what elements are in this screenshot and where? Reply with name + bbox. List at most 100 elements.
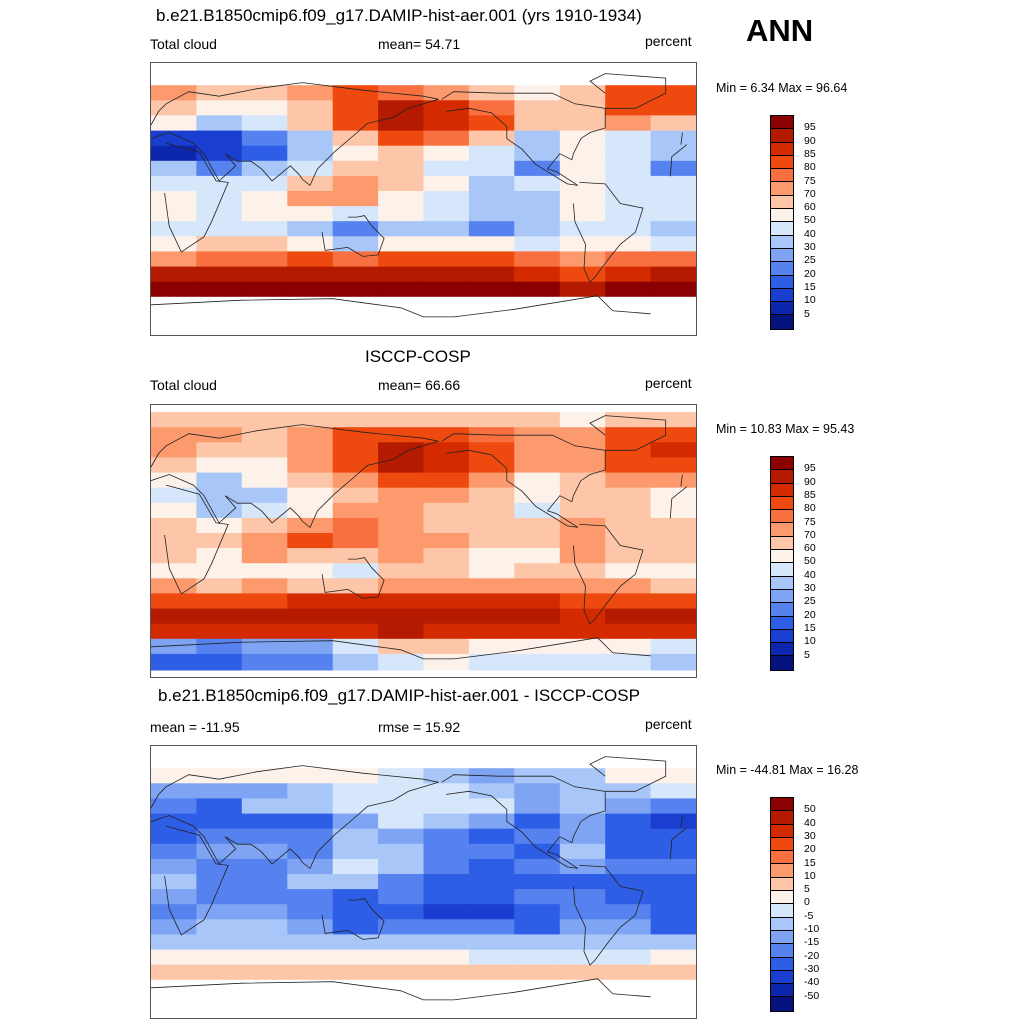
grid-cell: [514, 783, 561, 800]
grid-cell: [378, 251, 425, 268]
grid-cell: [650, 502, 696, 520]
colorbar-tick-label: 85: [804, 147, 816, 160]
panel1-mean-label: mean= 54.71: [378, 36, 461, 52]
panel2-variable-label: Total cloud: [150, 377, 217, 393]
grid-cell: [151, 623, 197, 641]
grid-cell: [241, 949, 288, 967]
colorbar-tick-label: 75: [804, 515, 816, 528]
grid-cell: [514, 828, 561, 846]
grid-cell: [423, 191, 470, 208]
grid-cell: [423, 296, 470, 314]
grid-cell: [196, 472, 243, 490]
grid-cell: [650, 160, 696, 178]
grid-cell: [241, 994, 288, 1012]
grid-cell: [332, 904, 379, 921]
grid-cell: [241, 115, 288, 132]
grid-cell: [650, 934, 696, 951]
grid-cell: [378, 813, 425, 831]
coastline-australia: [321, 215, 385, 257]
grid-cell: [423, 442, 470, 459]
grid-cell: [423, 949, 470, 967]
grid-cell: [650, 427, 696, 444]
grid-cell: [423, 608, 470, 626]
grid-cell: [605, 281, 652, 299]
grid-cell: [650, 191, 696, 208]
grid-cell: [559, 828, 606, 846]
colorbar-cell: [771, 616, 793, 630]
grid-cell: [196, 85, 243, 102]
grid-cell: [559, 919, 606, 936]
grid-cell: [514, 191, 561, 208]
grid-cell: [605, 843, 652, 861]
coastline-australia: [321, 557, 385, 599]
grid-cell: [559, 145, 606, 163]
grid-cell: [332, 160, 379, 178]
grid-cell: [196, 934, 243, 951]
grid-cell: [514, 266, 561, 284]
grid-cell: [196, 889, 243, 906]
grid-cell: [514, 813, 561, 831]
grid-cell: [514, 934, 561, 951]
grid-cell: [332, 457, 379, 474]
grid-cell: [605, 593, 652, 610]
grid-cell: [559, 874, 606, 891]
grid-cell: [605, 251, 652, 268]
colorbar-cell: [771, 589, 793, 604]
panel3-map-canvas: [151, 753, 696, 1012]
grid-cell: [241, 904, 288, 921]
grid-cell: [650, 442, 696, 459]
grid-cell: [151, 563, 197, 580]
grid-cell: [241, 442, 288, 459]
grid-cell: [196, 768, 243, 785]
colorbar-tick-label: 40: [804, 568, 816, 581]
grid-cell: [332, 502, 379, 520]
coastline-africa: [669, 144, 688, 177]
grid-cell: [287, 487, 334, 505]
grid-cell: [559, 768, 606, 785]
grid-cell: [514, 874, 561, 891]
colorbar-tick-label: 50: [804, 214, 816, 227]
colorbar-cell: [771, 877, 793, 892]
grid-cell: [605, 753, 652, 770]
grid-cell: [332, 487, 379, 505]
colorbar-tick-label: 15: [804, 280, 816, 293]
colorbar-cell: [771, 563, 793, 577]
grid-cell: [151, 442, 197, 459]
panel2-map: [150, 404, 697, 678]
grid-cell: [468, 753, 515, 770]
colorbar-cell: [771, 957, 793, 971]
grid-cell: [196, 502, 243, 520]
grid-cell: [332, 548, 379, 565]
grid-cell: [559, 578, 606, 595]
grid-cell: [605, 563, 652, 580]
grid-cell: [468, 994, 515, 1012]
colorbar-tick-label: 25: [804, 595, 816, 608]
grid-cell: [514, 100, 561, 117]
grid-cell: [196, 904, 243, 921]
colorbar-tick-label: 60: [804, 542, 816, 555]
grid-cell: [196, 130, 243, 148]
grid-cell: [151, 472, 197, 490]
grid-cell: [650, 653, 696, 671]
grid-cell: [559, 206, 606, 223]
grid-cell: [468, 949, 515, 967]
panel3-units-label: percent: [645, 716, 692, 732]
grid-cell: [468, 653, 515, 671]
grid-cell: [332, 979, 379, 997]
grid-cell: [151, 175, 197, 193]
grid-cell: [151, 578, 197, 595]
colorbar-cell: [771, 904, 793, 918]
grid-cell: [151, 221, 197, 238]
grid-cell: [287, 281, 334, 299]
grid-cell: [287, 608, 334, 626]
panel3-map: [150, 745, 697, 1019]
colorbar-cell: [771, 248, 793, 263]
colorbar-tick-label: 0: [804, 896, 810, 909]
grid-cell: [196, 175, 243, 193]
grid-cell: [332, 889, 379, 906]
coastline-eurasia: [151, 82, 439, 187]
grid-cell: [287, 296, 334, 314]
grid-cell: [151, 145, 197, 163]
grid-cell: [423, 889, 470, 906]
grid-cell: [151, 919, 197, 936]
